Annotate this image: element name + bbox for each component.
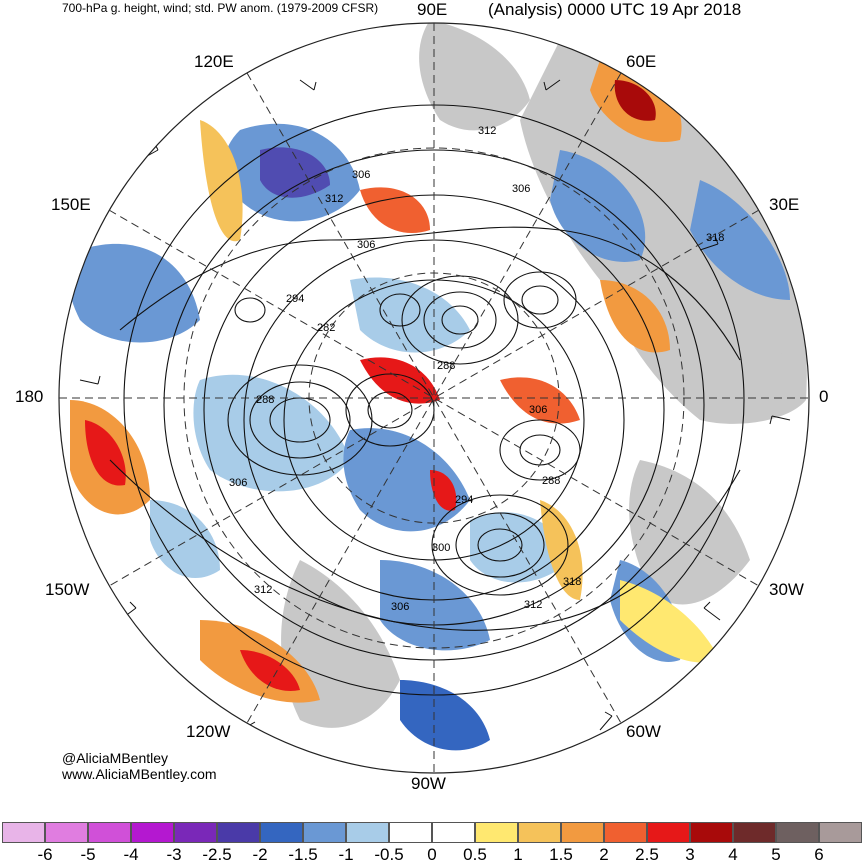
contour-label: 306	[357, 239, 375, 251]
colorbar-swatch	[88, 822, 131, 843]
colorbar-swatch	[604, 822, 647, 843]
contour-label: 318	[563, 576, 581, 588]
colorbar-swatch	[2, 822, 45, 843]
map-disk	[68, 23, 807, 751]
colorbar-label: 6	[814, 845, 824, 864]
colorbar-swatch	[819, 822, 862, 843]
polar-map: 312 306 306 312 306 294 282 288 288 306 …	[58, 22, 810, 774]
credit-website: www.AliciaMBentley.com	[62, 766, 217, 782]
contour-label: 282	[317, 322, 335, 334]
colorbar-swatch	[303, 822, 346, 843]
contour-label: 306	[529, 404, 547, 416]
colorbar-label: 3	[685, 845, 695, 864]
lon-label-180: 180	[15, 387, 44, 406]
lon-label-90e: 90E	[417, 0, 448, 19]
colorbar-swatch	[432, 822, 475, 843]
colorbar-label: -3	[166, 845, 182, 864]
colorbar-label: -1	[338, 845, 354, 864]
colorbar-swatch	[217, 822, 260, 843]
lon-label-30e: 30E	[769, 195, 800, 214]
colorbar: -6 -5 -4 -3 -2.5 -2 -1.5 -1 -0.5 0 0.5 1 1.5 2 2.5 3 4 5 6	[0, 822, 868, 865]
colorbar-swatch	[45, 822, 88, 843]
colorbar-label: -2.5	[202, 845, 232, 864]
lon-label-0: 0	[819, 387, 829, 406]
colorbar-swatch	[647, 822, 690, 843]
lon-label-150e: 150E	[51, 195, 91, 214]
contour-label: 300	[432, 542, 450, 554]
colorbar-label: -4	[123, 845, 139, 864]
contour-labels: 312 306 306 312 306 294 282 288 288 306 …	[229, 125, 724, 613]
colorbar-label: 1.5	[549, 845, 573, 864]
colorbar-swatch	[475, 822, 518, 843]
colorbar-label: -2	[252, 845, 268, 864]
lon-label-30w: 30W	[769, 580, 804, 599]
colorbar-label: -5	[80, 845, 96, 864]
contour-label: 312	[478, 125, 496, 137]
contour-label: 306	[512, 183, 530, 195]
lon-label-60w: 60W	[626, 722, 661, 741]
colorbar-label: 2	[599, 845, 609, 864]
colorbar-label: 5	[771, 845, 781, 864]
colorbar-swatch	[690, 822, 733, 843]
colorbar-label: -6	[37, 845, 53, 864]
lon-label-120e: 120E	[194, 52, 234, 71]
contour-label: 294	[455, 494, 473, 506]
contour-label: 318	[706, 232, 724, 244]
colorbar-swatch	[733, 822, 776, 843]
contour-label: 288	[437, 360, 455, 372]
lon-label-60e: 60E	[626, 52, 657, 71]
valid-time: (Analysis) 0000 UTC 19 Apr 2018	[488, 0, 742, 19]
colorbar-swatch	[131, 822, 174, 843]
colorbar-label: 2.5	[635, 845, 659, 864]
colorbar-label: 4	[728, 845, 738, 864]
map-title: 700-hPa g. height, wind; std. PW anom. (…	[62, 1, 379, 15]
contour-label: 312	[524, 599, 542, 611]
colorbar-label: -0.5	[374, 845, 404, 864]
colorbar-swatch	[389, 822, 432, 843]
lon-label-120w: 120W	[186, 722, 231, 741]
contour-label: 312	[254, 584, 272, 596]
contour-label: 288	[542, 475, 560, 487]
colorbar-swatch	[561, 822, 604, 843]
colorbar-label: -1.5	[288, 845, 318, 864]
contour-label: 306	[229, 477, 247, 489]
contour-label: 294	[286, 293, 304, 305]
colorbar-swatch	[174, 822, 217, 843]
lon-label-90w: 90W	[411, 774, 446, 793]
graticule	[59, 23, 809, 773]
colorbar-label: 1	[513, 845, 523, 864]
colorbar-swatch	[346, 822, 389, 843]
credit-handle: @AliciaMBentley	[62, 750, 169, 766]
colorbar-label: 0	[427, 845, 437, 864]
contour-label: 306	[391, 601, 409, 613]
contour-label: 312	[325, 193, 343, 205]
colorbar-swatch	[776, 822, 819, 843]
colorbar-label: 0.5	[463, 845, 487, 864]
pw-anomaly-positive	[70, 60, 720, 703]
colorbar-swatch	[260, 822, 303, 843]
lon-label-150w: 150W	[45, 580, 90, 599]
colorbar-swatch	[518, 822, 561, 843]
contour-label: 288	[256, 394, 274, 406]
contour-label: 306	[352, 169, 370, 181]
